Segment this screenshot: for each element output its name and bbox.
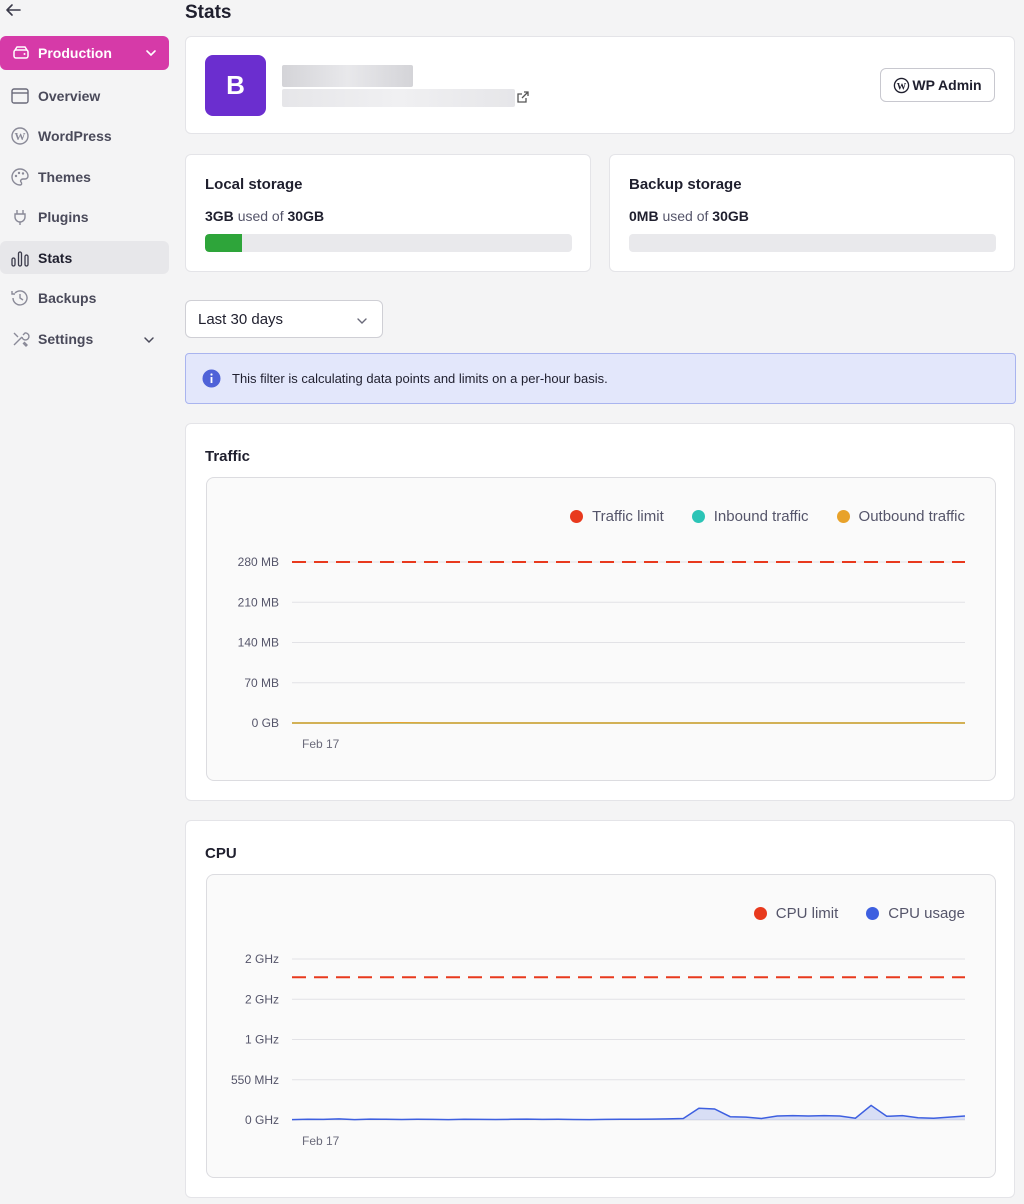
- backup-storage-usage: 0MB used of 30GB: [629, 208, 749, 224]
- external-link-icon[interactable]: [516, 91, 529, 104]
- sidebar-item-label: Overview: [38, 87, 101, 104]
- backup-storage-title: Backup storage: [629, 176, 742, 193]
- legend-item-cpu-usage[interactable]: CPU usage: [866, 905, 965, 922]
- traffic-card: Traffic Traffic limit Inbound traffic Ou…: [185, 423, 1015, 801]
- page-title: Stats: [185, 2, 232, 23]
- legend-item-outbound-traffic[interactable]: Outbound traffic: [836, 508, 965, 525]
- wp-admin-button[interactable]: W WP Admin: [880, 68, 995, 102]
- server-icon: [13, 46, 29, 59]
- legend-dot: [753, 907, 767, 920]
- palette-icon: [10, 167, 30, 187]
- legend-dot: [691, 510, 705, 523]
- legend-label: Outbound traffic: [858, 508, 965, 525]
- y-tick-label: 1 GHz: [245, 1033, 279, 1047]
- browser-window-icon: [10, 86, 30, 106]
- date-range-value: Last 30 days: [198, 310, 284, 328]
- y-tick-label: 2 GHz: [245, 952, 279, 966]
- cpu-plot: 0 GHz 550 MHz 1 GHz 2 GHz 2 GHz Feb 17: [231, 952, 966, 1148]
- site-avatar: B: [205, 55, 266, 116]
- sidebar-item-label: WordPress: [38, 128, 112, 145]
- local-storage-bar: [205, 234, 572, 252]
- backup-storage-card: Backup storage 0MB used of 30GB: [609, 154, 1015, 272]
- y-tick-label: 70 MB: [244, 676, 279, 690]
- wordpress-icon: W: [894, 77, 910, 93]
- legend-dot: [866, 907, 880, 920]
- legend-label: Traffic limit: [592, 508, 664, 525]
- sidebar-item-label: Settings: [38, 331, 94, 348]
- date-range-select[interactable]: Last 30 days: [185, 300, 383, 338]
- cpu-legend: CPU limit CPU usage: [726, 905, 965, 922]
- legend-item-inbound-traffic[interactable]: Inbound traffic: [691, 508, 809, 525]
- backup-storage-bar: [629, 234, 996, 252]
- cpu-chart: CPU limit CPU usage 0 GHz 550 MHz 1 GHz 2 G…: [206, 874, 996, 1178]
- chevron-down-icon: [357, 318, 367, 324]
- y-tick-label: 280 MB: [238, 555, 279, 569]
- traffic-chart: Traffic limit Inbound traffic Outbound t…: [206, 477, 996, 781]
- y-tick-label: 2 GHz: [245, 992, 279, 1006]
- site-name-redacted: [282, 65, 413, 87]
- tools-icon: [10, 329, 30, 349]
- legend-label: CPU limit: [775, 905, 839, 922]
- back-arrow-icon[interactable]: [4, 2, 22, 18]
- cpu-title: CPU: [205, 845, 237, 862]
- y-tick-label: 0 GHz: [245, 1113, 279, 1127]
- y-tick-label: 0 GB: [252, 716, 279, 730]
- y-tick-label: 550 MHz: [231, 1073, 279, 1087]
- sidebar-item-themes[interactable]: Themes: [0, 160, 169, 193]
- site-url-redacted[interactable]: [282, 89, 515, 107]
- legend-dot: [570, 510, 584, 523]
- svg-text:W: W: [897, 82, 907, 92]
- traffic-legend: Traffic limit Inbound traffic Outbound t…: [542, 508, 965, 525]
- info-icon: [202, 369, 221, 388]
- environment-select[interactable]: Production: [0, 36, 169, 70]
- sidebar-item-stats[interactable]: Stats: [0, 241, 169, 275]
- legend-item-traffic-limit[interactable]: Traffic limit: [570, 508, 664, 525]
- sidebar-item-backups[interactable]: Backups: [0, 282, 169, 315]
- sidebar-item-label: Plugins: [38, 209, 89, 226]
- local-storage-usage: 3GB used of 30GB: [205, 208, 325, 224]
- bar-chart-icon: [10, 248, 30, 268]
- wordpress-icon: W: [10, 126, 30, 146]
- chevron-down-icon: [146, 50, 156, 57]
- y-tick-label: 210 MB: [238, 595, 279, 609]
- sidebar: Production Overview W WordPress Themes: [0, 0, 176, 1204]
- legend-label: CPU usage: [888, 905, 965, 922]
- info-banner-text: This filter is calculating data points a…: [232, 371, 608, 386]
- x-tick-label: Feb 17: [302, 737, 340, 751]
- local-storage-title: Local storage: [205, 176, 303, 193]
- plug-icon: [10, 207, 30, 227]
- sidebar-item-plugins[interactable]: Plugins: [0, 201, 169, 234]
- wp-admin-label: WP Admin: [912, 77, 982, 93]
- svg-text:W: W: [15, 131, 26, 143]
- sidebar-item-settings[interactable]: Settings: [0, 323, 169, 356]
- local-storage-bar-fill: [205, 234, 242, 252]
- site-card: B W WP Admin: [185, 36, 1015, 134]
- cpu-card: CPU CPU limit CPU usage 0 GHz 550 MHz 1 GH…: [185, 820, 1015, 1198]
- history-icon: [10, 288, 30, 308]
- legend-label: Inbound traffic: [713, 508, 809, 525]
- series-area: [292, 1105, 965, 1120]
- sidebar-item-label: Backups: [38, 290, 97, 307]
- traffic-title: Traffic: [205, 448, 251, 465]
- series-line: [291, 1104, 966, 1121]
- sidebar-item-label: Themes: [38, 168, 91, 185]
- sidebar-item-label: Stats: [38, 249, 73, 266]
- x-tick-label: Feb 17: [302, 1134, 340, 1148]
- local-storage-card: Local storage 3GB used of 30GB: [185, 154, 591, 272]
- legend-dot: [836, 510, 850, 523]
- sidebar-item-overview[interactable]: Overview: [0, 79, 169, 112]
- info-banner: This filter is calculating data points a…: [185, 353, 1016, 404]
- traffic-plot: 0 GB 70 MB 140 MB 210 MB 280 MB Feb 17: [238, 555, 966, 751]
- y-tick-label: 140 MB: [238, 636, 279, 650]
- legend-item-cpu-limit[interactable]: CPU limit: [753, 905, 839, 922]
- sidebar-item-wordpress[interactable]: W WordPress: [0, 120, 169, 153]
- sidebar-nav: Overview W WordPress Themes Plugins Stat…: [0, 79, 169, 363]
- chevron-down-icon: [144, 336, 154, 343]
- environment-label: Production: [38, 45, 112, 61]
